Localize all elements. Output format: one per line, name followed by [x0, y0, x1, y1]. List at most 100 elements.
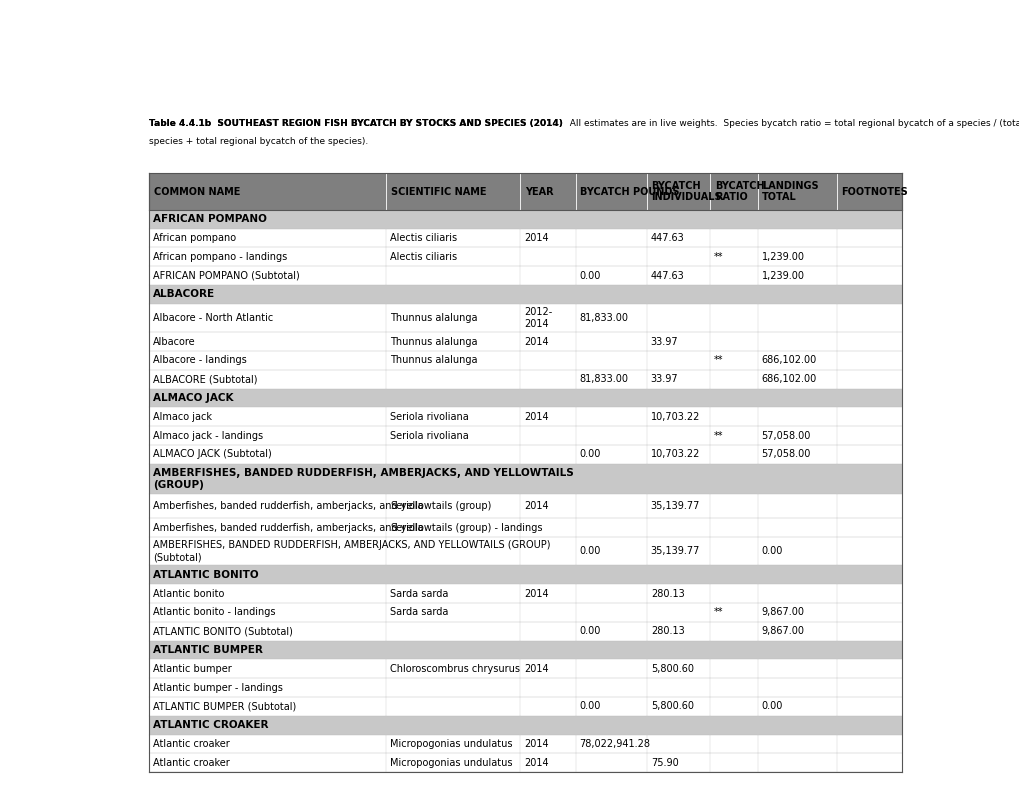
- Text: African pompano: African pompano: [153, 233, 235, 243]
- Text: Albacore - landings: Albacore - landings: [153, 355, 247, 366]
- Bar: [149, 565, 902, 584]
- Text: Chloroscombrus chrysurus: Chloroscombrus chrysurus: [389, 663, 520, 674]
- Text: LANDINGS
TOTAL: LANDINGS TOTAL: [761, 180, 818, 203]
- Text: AMBERFISHES, BANDED RUDDERFISH, AMBERJACKS, AND YELLOWTAILS (GROUP)
(Subtotal): AMBERFISHES, BANDED RUDDERFISH, AMBERJAC…: [153, 541, 550, 562]
- Bar: [149, 734, 902, 753]
- Text: Sarda sarda: Sarda sarda: [389, 589, 448, 599]
- Text: Alectis ciliaris: Alectis ciliaris: [389, 252, 457, 262]
- Bar: [149, 660, 902, 678]
- Text: ALMACO JACK: ALMACO JACK: [153, 393, 233, 403]
- Text: 2014: 2014: [524, 336, 548, 347]
- Bar: [149, 266, 902, 285]
- Text: 10,703.22: 10,703.22: [650, 449, 699, 459]
- Bar: [149, 332, 902, 351]
- Text: Thunnus alalunga: Thunnus alalunga: [389, 336, 477, 347]
- Text: Seriola: Seriola: [389, 501, 423, 511]
- Text: 33.97: 33.97: [650, 374, 678, 384]
- Text: ATLANTIC BUMPER (Subtotal): ATLANTIC BUMPER (Subtotal): [153, 701, 296, 712]
- Text: 447.63: 447.63: [650, 233, 684, 243]
- Text: Seriola: Seriola: [389, 522, 423, 533]
- Text: 10,703.22: 10,703.22: [650, 412, 699, 422]
- Text: 9,867.00: 9,867.00: [761, 626, 804, 636]
- Text: ATLANTIC CROAKER: ATLANTIC CROAKER: [153, 720, 268, 730]
- Text: 0.00: 0.00: [761, 546, 783, 556]
- Text: Amberfishes, banded rudderfish, amberjacks, and yellowtails (group) - landings: Amberfishes, banded rudderfish, amberjac…: [153, 522, 542, 533]
- Text: 2014: 2014: [524, 412, 548, 422]
- Text: BYCATCH
INDIVIDUALS: BYCATCH INDIVIDUALS: [651, 180, 721, 203]
- Bar: [149, 426, 902, 445]
- Text: African pompano - landings: African pompano - landings: [153, 252, 286, 262]
- Text: SCIENTIFIC NAME: SCIENTIFIC NAME: [390, 187, 486, 197]
- Text: Atlantic bonito - landings: Atlantic bonito - landings: [153, 608, 275, 617]
- Text: Thunnus alalunga: Thunnus alalunga: [389, 355, 477, 366]
- Text: 0.00: 0.00: [579, 270, 600, 281]
- Text: COMMON NAME: COMMON NAME: [154, 187, 239, 197]
- Text: Micropogonias undulatus: Micropogonias undulatus: [389, 758, 512, 768]
- Text: 686,102.00: 686,102.00: [761, 355, 816, 366]
- Bar: [149, 229, 902, 247]
- Bar: [149, 464, 902, 494]
- Text: ATLANTIC BONITO: ATLANTIC BONITO: [153, 570, 258, 580]
- Text: 686,102.00: 686,102.00: [761, 374, 816, 384]
- Text: All estimates are in live weights.  Species bycatch ratio = total regional bycat: All estimates are in live weights. Speci…: [564, 119, 1019, 128]
- Bar: [149, 247, 902, 266]
- Text: 35,139.77: 35,139.77: [650, 546, 699, 556]
- Text: FOOTNOTES: FOOTNOTES: [841, 187, 907, 197]
- Text: ALBACORE (Subtotal): ALBACORE (Subtotal): [153, 374, 257, 384]
- Text: 2014: 2014: [524, 233, 548, 243]
- Bar: [149, 445, 902, 464]
- Text: 33.97: 33.97: [650, 336, 678, 347]
- Text: Albacore: Albacore: [153, 336, 196, 347]
- Text: 57,058.00: 57,058.00: [761, 430, 810, 440]
- Text: 0.00: 0.00: [579, 546, 600, 556]
- Text: 1,239.00: 1,239.00: [761, 252, 804, 262]
- Text: 81,833.00: 81,833.00: [579, 374, 628, 384]
- Text: **: **: [713, 430, 722, 440]
- Text: Atlantic bonito: Atlantic bonito: [153, 589, 224, 599]
- Bar: [149, 622, 902, 641]
- Text: 2014: 2014: [524, 758, 548, 768]
- Bar: [149, 210, 902, 229]
- Text: 57,058.00: 57,058.00: [761, 449, 810, 459]
- Bar: [149, 697, 902, 716]
- Text: 2014: 2014: [524, 589, 548, 599]
- Bar: [149, 407, 902, 426]
- Text: 5,800.60: 5,800.60: [650, 701, 693, 712]
- Text: 78,022,941.28: 78,022,941.28: [579, 739, 650, 749]
- Text: 9,867.00: 9,867.00: [761, 608, 804, 617]
- Text: Atlantic croaker: Atlantic croaker: [153, 739, 229, 749]
- Bar: [149, 603, 902, 622]
- Text: Albacore - North Atlantic: Albacore - North Atlantic: [153, 313, 273, 323]
- Text: Almaco jack - landings: Almaco jack - landings: [153, 430, 263, 440]
- Text: 1,239.00: 1,239.00: [761, 270, 804, 281]
- Text: ATLANTIC BUMPER: ATLANTIC BUMPER: [153, 645, 263, 655]
- Text: Atlantic bumper - landings: Atlantic bumper - landings: [153, 682, 282, 693]
- Bar: [149, 519, 902, 537]
- Text: 0.00: 0.00: [579, 449, 600, 459]
- Text: Amberfishes, banded rudderfish, amberjacks, and yellowtails (group): Amberfishes, banded rudderfish, amberjac…: [153, 501, 491, 511]
- Bar: [149, 678, 902, 697]
- Bar: [149, 537, 902, 565]
- Bar: [149, 388, 902, 407]
- Text: Micropogonias undulatus: Micropogonias undulatus: [389, 739, 512, 749]
- Text: BYCATCH POUNDS: BYCATCH POUNDS: [580, 187, 680, 197]
- Text: ATLANTIC BONITO (Subtotal): ATLANTIC BONITO (Subtotal): [153, 626, 292, 636]
- Text: YEAR: YEAR: [525, 187, 553, 197]
- Text: 447.63: 447.63: [650, 270, 684, 281]
- Text: 0.00: 0.00: [761, 701, 783, 712]
- Text: **: **: [713, 252, 722, 262]
- Text: 81,833.00: 81,833.00: [579, 313, 628, 323]
- Text: 2014: 2014: [524, 501, 548, 511]
- Text: ALMACO JACK (Subtotal): ALMACO JACK (Subtotal): [153, 449, 271, 459]
- Bar: [149, 641, 902, 660]
- Bar: [149, 716, 902, 734]
- Text: Alectis ciliaris: Alectis ciliaris: [389, 233, 457, 243]
- Text: 75.90: 75.90: [650, 758, 678, 768]
- Text: species + total regional bycatch of the species).: species + total regional bycatch of the …: [149, 137, 368, 146]
- Text: 0.00: 0.00: [579, 626, 600, 636]
- Text: ALBACORE: ALBACORE: [153, 289, 215, 299]
- Bar: [149, 285, 902, 304]
- Text: Seriola rivoliana: Seriola rivoliana: [389, 412, 469, 422]
- Text: 2014: 2014: [524, 739, 548, 749]
- Bar: [149, 304, 902, 332]
